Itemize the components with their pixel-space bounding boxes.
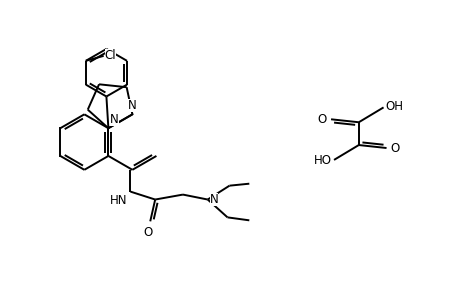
Text: O: O <box>317 113 326 126</box>
Text: N: N <box>128 99 136 112</box>
Text: O: O <box>390 142 399 154</box>
Text: HN: HN <box>110 194 127 207</box>
Text: OH: OH <box>385 100 403 113</box>
Text: N: N <box>209 193 218 206</box>
Text: N: N <box>110 113 119 126</box>
Text: HO: HO <box>313 154 331 167</box>
Text: O: O <box>143 226 152 239</box>
Text: Cl: Cl <box>104 50 116 62</box>
